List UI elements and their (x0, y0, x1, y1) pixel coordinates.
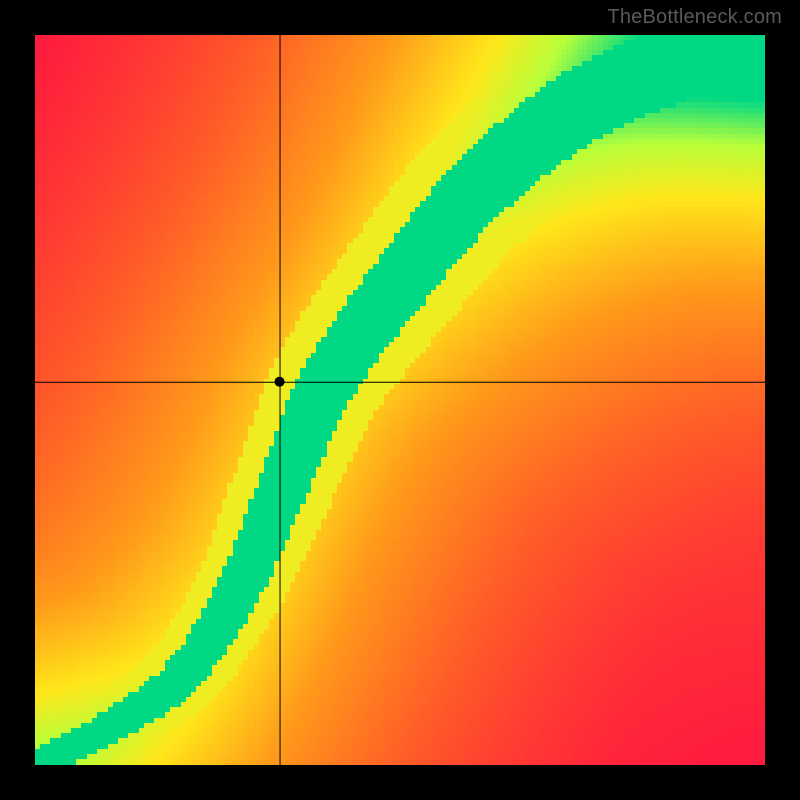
watermark-text: TheBottleneck.com (607, 6, 782, 29)
heatmap-canvas (35, 35, 765, 765)
heatmap-plot (35, 35, 765, 765)
